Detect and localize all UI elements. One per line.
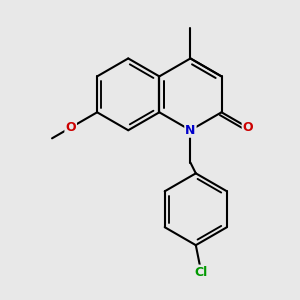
Text: O: O (243, 121, 253, 134)
Text: N: N (185, 124, 196, 137)
Text: Cl: Cl (195, 266, 208, 279)
Text: O: O (65, 121, 76, 134)
